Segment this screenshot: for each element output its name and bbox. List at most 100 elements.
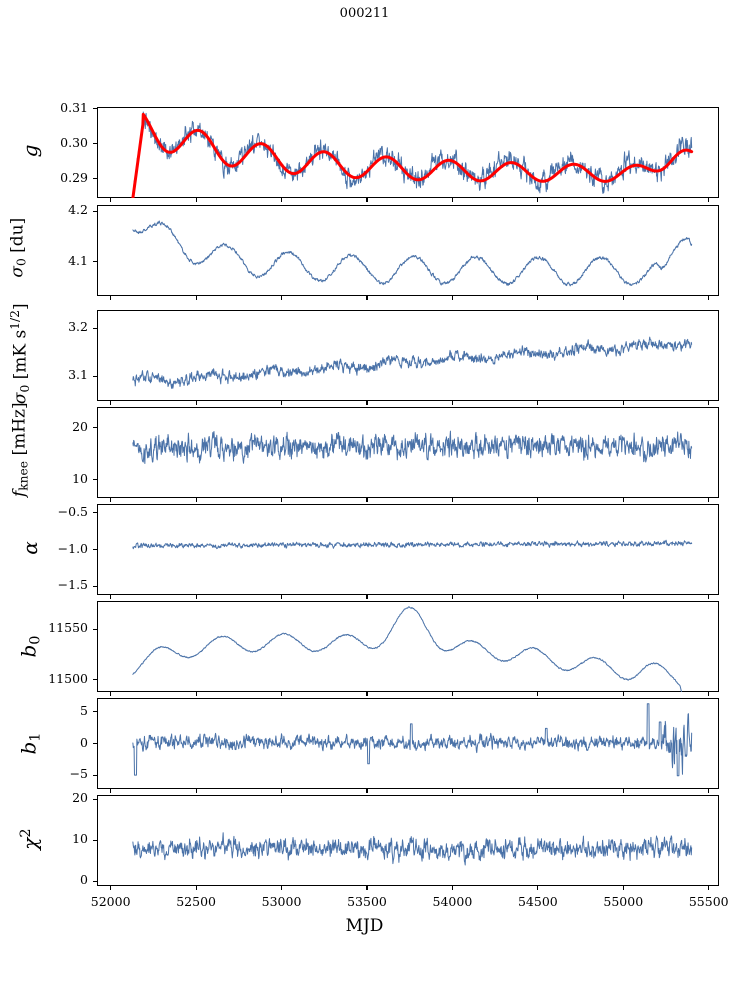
figure-canvas: 000211 MJD 0.29 0.30 0.31 g 4.1 4.2 σ0 [du] 3.1… xyxy=(7,6,729,936)
data-line-gain xyxy=(132,111,693,198)
x-tick-mark-gain-1 xyxy=(195,198,197,202)
y-tick-mark-alpha-1 xyxy=(93,549,97,551)
x-tick-mark-chi2-7 xyxy=(708,886,710,890)
y-tick-label-b1-2: 5 xyxy=(80,702,88,718)
data-line-b1 xyxy=(132,703,693,777)
y-tick-mark-fknee-0 xyxy=(93,479,97,481)
x-tick-mark-fknee-1 xyxy=(195,498,197,502)
panel-fknee xyxy=(97,407,719,498)
x-tick-label-1: 52500 xyxy=(176,894,216,909)
panel-frame-b0 xyxy=(97,601,719,692)
x-tick-mark-gain-6 xyxy=(622,198,624,202)
x-tick-mark-alpha-7 xyxy=(708,595,710,599)
x-tick-mark-sigma0_mK-7 xyxy=(708,401,710,405)
figure-title: 000211 xyxy=(339,6,390,21)
panel-b1 xyxy=(97,698,719,789)
panel-gain xyxy=(97,107,719,198)
x-tick-mark-sigma0_mK-6 xyxy=(622,401,624,405)
panel-frame-sigma0_du xyxy=(97,205,719,296)
x-tick-mark-sigma0_du-3 xyxy=(366,296,368,300)
y-tick-mark-sigma0_du-0 xyxy=(93,261,97,263)
y-tick-label-sigma0_du-1: 4.2 xyxy=(68,202,88,218)
y-tick-mark-chi2-0 xyxy=(93,880,97,882)
x-tick-mark-b1-4 xyxy=(451,789,454,793)
x-tick-mark-sigma0_mK-0 xyxy=(110,401,112,405)
panel-frame-sigma0_mK xyxy=(97,310,719,401)
x-tick-label-4: 54000 xyxy=(432,894,473,909)
x-tick-label-2: 53000 xyxy=(261,894,302,909)
x-tick-mark-sigma0_du-0 xyxy=(110,296,112,300)
x-tick-mark-b0-0 xyxy=(110,692,112,696)
x-tick-mark-gain-5 xyxy=(537,198,539,202)
x-tick-mark-gain-3 xyxy=(366,198,368,202)
y-tick-mark-sigma0_mK-1 xyxy=(93,327,97,329)
x-tick-mark-alpha-2 xyxy=(281,595,283,599)
x-tick-mark-chi2-2 xyxy=(281,886,283,890)
y-tick-mark-alpha-0 xyxy=(93,512,97,514)
x-tick-mark-b0-7 xyxy=(708,692,710,696)
y-tick-label-b0-1: 11550 xyxy=(48,620,88,636)
plot-area-sigma0_mK xyxy=(132,336,693,389)
y-tick-label-chi2-1: 10 xyxy=(72,831,88,847)
x-tick-mark-sigma0_mK-1 xyxy=(195,401,197,405)
y-tick-mark-sigma0_du-1 xyxy=(93,210,97,212)
panel-sigma0_mK xyxy=(97,310,719,401)
data-line-fknee xyxy=(132,430,693,464)
x-tick-mark-chi2-5 xyxy=(537,886,539,890)
x-tick-mark-b1-3 xyxy=(366,789,368,793)
x-tick-mark-b1-7 xyxy=(708,789,710,793)
x-tick-label-7: 55500 xyxy=(688,894,729,909)
y-tick-mark-alpha-2 xyxy=(93,585,97,587)
x-tick-mark-chi2-3 xyxy=(366,886,368,890)
y-tick-mark-chi2-1 xyxy=(93,839,97,841)
x-tick-mark-b1-1 xyxy=(195,789,197,793)
x-tick-mark-fknee-3 xyxy=(366,498,368,502)
x-tick-mark-gain-0 xyxy=(110,198,112,202)
x-tick-mark-fknee-2 xyxy=(281,498,283,502)
x-tick-label-3: 53500 xyxy=(347,894,387,909)
panel-frame-alpha xyxy=(97,504,719,595)
x-tick-mark-sigma0_mK-2 xyxy=(281,401,283,405)
y-tick-mark-fknee-1 xyxy=(93,427,97,429)
y-tick-label-gain-0: 0.29 xyxy=(60,169,88,185)
x-tick-mark-gain-2 xyxy=(281,198,283,202)
panel-chi2 xyxy=(97,795,719,886)
fit-line-gain xyxy=(131,112,694,198)
x-tick-mark-sigma0_du-6 xyxy=(622,296,624,300)
panel-sigma0_du xyxy=(97,205,719,296)
y-tick-mark-sigma0_mK-0 xyxy=(93,375,97,377)
x-tick-mark-fknee-0 xyxy=(110,498,112,502)
x-tick-mark-chi2-0 xyxy=(110,886,112,890)
x-tick-mark-b0-5 xyxy=(537,692,539,696)
x-tick-mark-alpha-0 xyxy=(110,595,112,599)
data-line-sigma0_mK xyxy=(132,336,693,389)
y-tick-mark-gain-2 xyxy=(93,108,97,110)
plot-area-gain xyxy=(131,111,694,198)
plot-area-b1 xyxy=(132,703,693,777)
x-tick-mark-b1-2 xyxy=(281,789,283,793)
x-tick-mark-b1-6 xyxy=(622,789,624,793)
x-tick-mark-alpha-1 xyxy=(195,595,197,599)
y-tick-label-alpha-1: −1.0 xyxy=(57,540,88,556)
x-tick-mark-fknee-4 xyxy=(451,498,454,502)
x-tick-mark-sigma0_du-4 xyxy=(451,296,454,300)
y-tick-label-b1-0: −5 xyxy=(69,766,88,782)
y-tick-label-b0-0: 11500 xyxy=(48,670,88,686)
y-tick-mark-b1-1 xyxy=(93,743,97,745)
x-tick-mark-b0-6 xyxy=(622,692,624,696)
y-tick-label-gain-1: 0.30 xyxy=(60,134,88,150)
x-tick-mark-fknee-7 xyxy=(708,498,710,502)
x-tick-mark-fknee-5 xyxy=(537,498,539,502)
y-tick-label-b1-1: 0 xyxy=(80,734,88,750)
y-tick-label-alpha-0: −0.5 xyxy=(57,503,88,519)
x-tick-mark-b1-5 xyxy=(537,789,539,793)
x-tick-label-5: 54500 xyxy=(517,894,558,909)
y-tick-label-fknee-0: 10 xyxy=(72,470,88,486)
x-tick-mark-fknee-6 xyxy=(622,498,624,502)
x-tick-mark-alpha-3 xyxy=(366,595,368,599)
x-tick-mark-chi2-4 xyxy=(451,886,454,890)
x-tick-mark-sigma0_du-5 xyxy=(537,296,539,300)
data-line-b0 xyxy=(132,606,683,692)
panel-frame-fknee xyxy=(97,407,719,498)
panel-frame-chi2 xyxy=(97,795,719,886)
